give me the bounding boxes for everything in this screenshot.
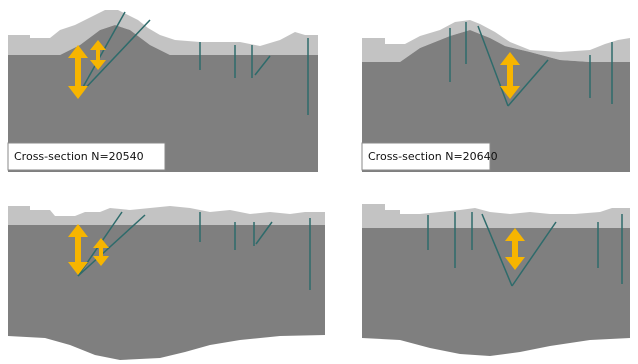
panel-bottom-right (362, 204, 630, 356)
figure: Cross-section N=20540 Cross-section N=20… (0, 0, 638, 364)
terrain-upper (8, 10, 318, 55)
panel-label: Cross-section N=20540 (14, 150, 144, 163)
panel-bottom-left (8, 206, 325, 360)
panel-top-right: Cross-section N=20640 (362, 20, 630, 172)
panel-label: Cross-section N=20640 (368, 150, 498, 163)
terrain-upper (8, 206, 325, 225)
panel-top-left: Cross-section N=20540 (8, 10, 318, 172)
terrain-lower (8, 225, 325, 360)
terrain-upper (362, 204, 630, 228)
